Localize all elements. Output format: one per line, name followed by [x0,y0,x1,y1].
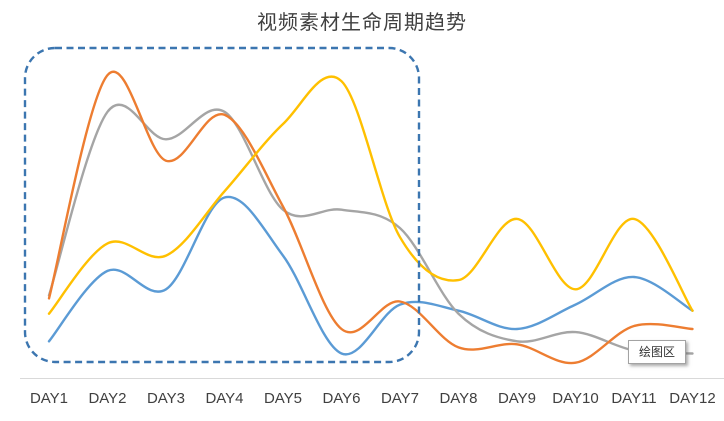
series-line-gray[interactable] [47,103,694,355]
x-axis-label-day7: DAY7 [381,390,419,407]
x-axis-label-day1: DAY1 [30,390,68,407]
x-axis-label-day11: DAY11 [611,390,656,407]
x-axis-label-day5: DAY5 [264,390,302,407]
tooltip-label: 绘图区 [638,345,675,359]
plot-area[interactable] [20,40,724,378]
x-axis-label-day9: DAY9 [498,390,536,407]
series-line-yellow[interactable] [47,75,694,315]
x-axis-label-day6: DAY6 [322,390,360,407]
x-axis-label-day4: DAY4 [205,390,243,407]
chart-title: 视频素材生命周期趋势 [257,12,467,34]
x-axis-label-day8: DAY8 [439,390,477,407]
selection-dashed-rectangle[interactable] [23,46,421,364]
series-line-orange[interactable] [47,70,694,365]
x-axis-label-day3: DAY3 [147,390,185,407]
plot-area-tooltip: 绘图区 [628,340,686,364]
x-axis-label-day10: DAY10 [552,390,598,407]
x-axis-label-day2: DAY2 [88,390,126,407]
x-axis-label-day12: DAY12 [669,390,715,407]
series-line-blue[interactable] [47,195,694,356]
